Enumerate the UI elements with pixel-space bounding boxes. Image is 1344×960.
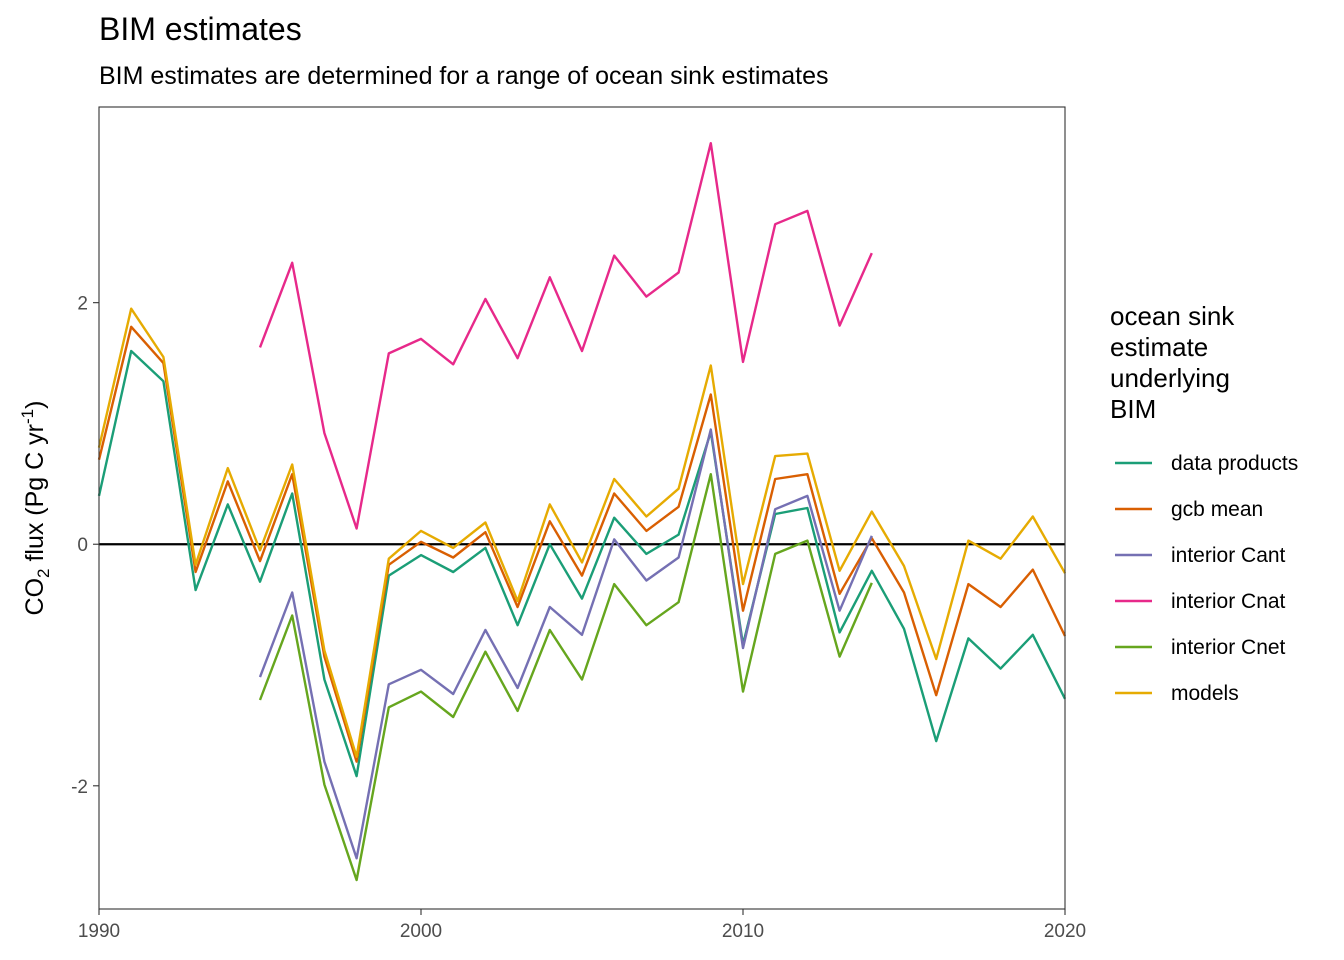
chart-subtitle: BIM estimates are determined for a range… [99,62,829,90]
series-line-interior-Cnat [258,141,873,530]
legend-label: models [1171,682,1239,705]
x-tick-label: 2010 [722,921,764,942]
legend-label: interior Cant [1171,544,1286,567]
x-axis: 1990 2000 2010 2020 [78,909,1086,942]
y-axis-title: CO2 flux (Pg C yr-1) [18,401,53,616]
x-tick-label: 2000 [400,921,442,942]
legend-items: data products gcb mean interior Cant interi… [1115,452,1298,705]
y-axis-title-base: CO [21,578,49,616]
y-axis-title-end: ) [21,401,49,409]
y-axis: -2 0 2 [71,294,99,798]
x-tick-label: 1990 [78,921,120,942]
y-tick-label: 2 [77,294,88,315]
series-line-data-products [97,349,1067,778]
series-line-interior-Cnet [258,473,873,882]
legend-label: interior Cnet [1171,636,1286,659]
legend-title-line: BIM [1110,394,1156,424]
x-tick-label: 2020 [1044,921,1086,942]
legend-label: interior Cnat [1171,590,1286,613]
series-line-interior-Cant [258,428,873,860]
plot-lines [97,141,1067,882]
y-tick-label: 0 [77,535,88,556]
y-axis-title-superscript: -1 [18,409,37,424]
legend-label: gcb mean [1171,498,1263,521]
y-axis-title-subscript: 2 [34,568,53,577]
series-line-models [97,307,1067,758]
y-tick-label: -2 [71,777,88,798]
legend-title-line: underlying [1110,363,1230,393]
legend-title-line: ocean sink [1110,301,1235,331]
plot-panel-border [98,106,1066,910]
chart-title: BIM estimates [99,11,302,47]
legend: ocean sink estimate underlying BIM data … [1110,301,1298,705]
legend-label: data products [1171,452,1298,475]
series-line-gcb-mean [97,325,1067,763]
y-axis-title-mid: flux (Pg C yr [21,424,49,568]
legend-title-line: estimate [1110,332,1208,362]
legend-title: ocean sink estimate underlying BIM [1110,301,1242,424]
